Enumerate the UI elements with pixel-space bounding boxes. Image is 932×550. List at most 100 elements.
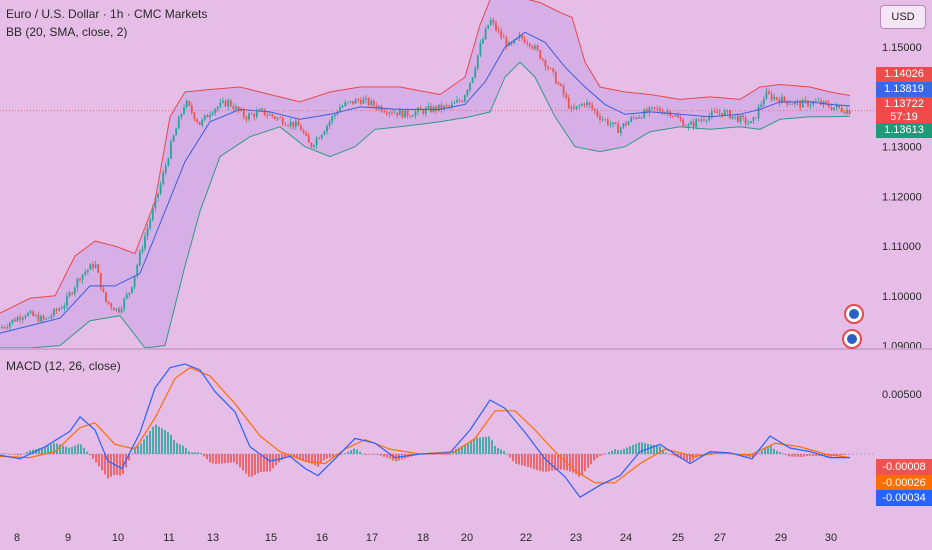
macd-signal-tag: -0.00026 <box>876 475 932 491</box>
candle-body <box>336 112 339 115</box>
macd-histogram-bar <box>299 454 301 460</box>
candle-body <box>66 295 68 306</box>
macd-histogram-bar <box>233 454 235 463</box>
candle-body <box>731 116 734 119</box>
macd-histogram-bar <box>110 454 112 477</box>
candle-body <box>640 117 643 119</box>
macd-histogram-bar <box>848 454 850 455</box>
time-axis-tick: 24 <box>620 532 632 544</box>
candle-body <box>617 123 620 133</box>
candle-body <box>86 269 89 272</box>
macd-histogram-bar <box>155 424 157 454</box>
candle-body <box>411 116 414 117</box>
macd-histogram-bar <box>488 436 490 454</box>
candle-body <box>362 99 365 104</box>
candle-body <box>690 122 692 125</box>
price-axis-tick: 1.10000 <box>882 291 922 303</box>
candle-body <box>817 100 820 102</box>
macd-histogram-bar <box>77 444 79 454</box>
macd-histogram-bar <box>563 454 565 470</box>
macd-histogram-bar <box>524 454 526 466</box>
macd-histogram-bar <box>794 454 796 457</box>
macd-histogram-bar <box>824 454 826 457</box>
candle-body <box>115 308 118 311</box>
macd-histogram-bar <box>623 448 625 454</box>
candle-body <box>167 158 170 166</box>
bb-lower-tag: 1.13613 <box>876 123 932 138</box>
bb-upper-line <box>0 0 851 314</box>
candle-body <box>313 145 315 147</box>
macd-histogram-bar <box>542 454 544 472</box>
candle-body <box>284 124 287 126</box>
candle-body <box>404 110 406 118</box>
time-axis-tick: 16 <box>316 532 328 544</box>
candle-body <box>591 105 594 110</box>
candle-body <box>50 315 53 318</box>
candle-body <box>791 103 794 105</box>
macd-histogram-bar <box>188 451 190 454</box>
candle-body <box>846 110 848 114</box>
macd-histogram-bar <box>509 454 511 458</box>
bb-band-fill <box>0 0 850 348</box>
macd-histogram-bar <box>356 449 358 454</box>
candle-body <box>739 115 742 122</box>
macd-histogram-bar <box>500 449 502 454</box>
candle-body <box>146 227 149 237</box>
candle-body <box>333 114 336 117</box>
candle-body <box>331 116 334 122</box>
macd-histogram-bar <box>611 450 613 454</box>
currency-button[interactable]: USD <box>880 5 926 29</box>
candle-body <box>162 172 165 184</box>
price-axis-tick: 1.11000 <box>882 241 921 253</box>
macd-histogram-bar <box>782 453 784 454</box>
candle-body <box>718 112 721 114</box>
candle-body <box>151 208 154 220</box>
candle-body <box>159 183 162 194</box>
macd-histogram-bar <box>440 454 442 455</box>
macd-histogram-bar <box>134 447 136 454</box>
candle-body <box>352 101 354 104</box>
macd-histogram-bar <box>779 452 781 454</box>
candle-body <box>573 107 575 109</box>
candle-body <box>279 117 282 119</box>
macd-histogram-bar <box>62 445 64 454</box>
candle-body <box>422 109 425 114</box>
candle-body <box>370 100 373 106</box>
candle-body <box>209 114 211 118</box>
candle-body <box>24 315 27 318</box>
candle-body <box>68 292 71 296</box>
macd-histogram-bar <box>596 454 598 459</box>
candle-body <box>469 82 471 90</box>
candle-body <box>612 122 614 125</box>
macd-histogram-bar <box>359 451 361 454</box>
pane-separator[interactable] <box>0 348 932 350</box>
candle-body <box>144 236 146 249</box>
candle-body <box>643 109 646 119</box>
event-flag-icon[interactable] <box>842 329 862 349</box>
candle-body <box>755 117 757 119</box>
candle-body <box>318 138 321 139</box>
candle-body <box>157 193 159 198</box>
candle-body <box>253 114 256 117</box>
candle-body <box>198 121 201 125</box>
macd-histogram-bar <box>215 454 217 464</box>
event-flag-icon[interactable] <box>844 304 864 324</box>
macd-histogram-bar <box>59 444 61 454</box>
candle-body <box>261 108 263 110</box>
macd-histogram-bar <box>323 454 325 461</box>
time-axis-tick: 8 <box>14 532 20 544</box>
candle-body <box>164 165 167 173</box>
macd-histogram-bar <box>581 454 583 475</box>
macd-histogram-bar <box>194 452 196 454</box>
macd-histogram-bar <box>482 437 484 454</box>
candle-body <box>570 107 573 109</box>
candle-body <box>830 107 833 110</box>
macd-histogram-bar <box>8 454 10 455</box>
candle-body <box>677 115 679 118</box>
macd-histogram-bar <box>566 454 568 471</box>
time-axis-tick: 18 <box>417 532 429 544</box>
candle-body <box>760 104 763 107</box>
candle-body <box>635 117 638 119</box>
